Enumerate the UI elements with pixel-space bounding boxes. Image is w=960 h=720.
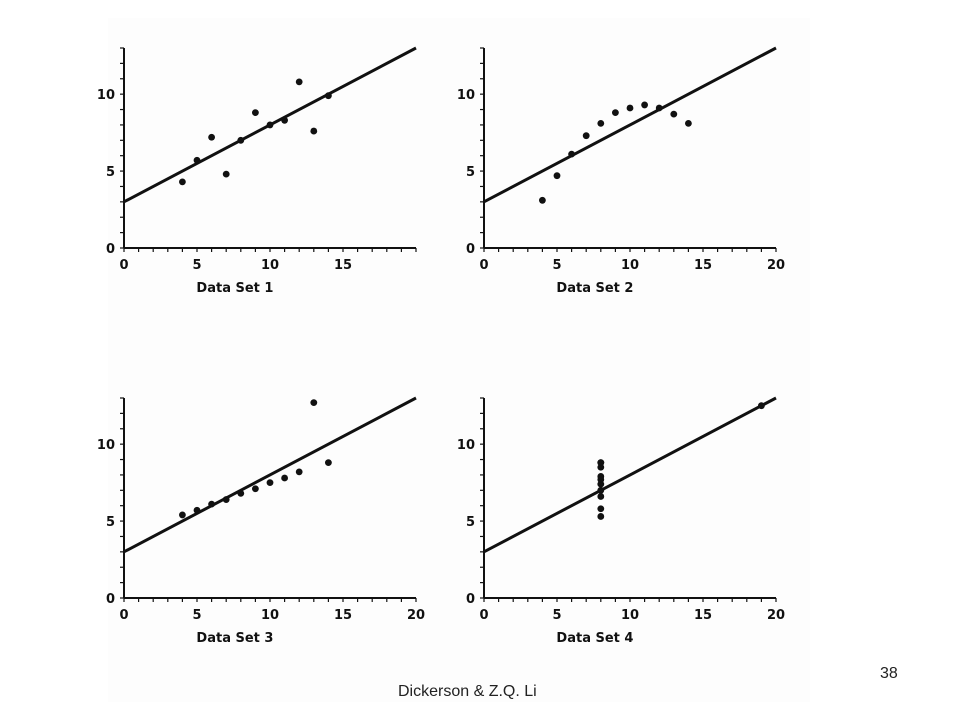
- data-point: [295, 468, 303, 476]
- x-tick-label: 10: [621, 608, 639, 623]
- data-point: [266, 479, 274, 487]
- x-tick-label: 20: [407, 608, 425, 623]
- x-tick-label: 15: [694, 608, 712, 623]
- data-point: [222, 496, 230, 503]
- data-point: [597, 473, 605, 480]
- data-point: [295, 78, 303, 86]
- data-point: [237, 136, 245, 144]
- data-point: [281, 474, 288, 482]
- scatter-plot-2: 0 5 10 0 5 10 15 20 Data Set 2: [457, 46, 785, 296]
- scatter-plot-3: 0 5 10 0 5 10 15 20 Data Set 3: [97, 396, 425, 646]
- x-tick-label: 10: [261, 258, 279, 273]
- y-tick-label: 0: [106, 242, 115, 257]
- x-tick-label: 5: [192, 608, 201, 623]
- data-point: [237, 489, 245, 497]
- x-tick-label: 0: [479, 608, 488, 623]
- y-tick-label: 0: [466, 242, 475, 257]
- data-point: [553, 172, 561, 180]
- data-point: [685, 119, 692, 127]
- y-tick-label: 0: [106, 592, 115, 607]
- data-point: [758, 402, 765, 410]
- data-point: [222, 170, 230, 178]
- x-tick-label: 5: [552, 608, 561, 623]
- y-tick-label: 10: [457, 438, 475, 453]
- x-tick-label: 15: [334, 608, 352, 623]
- regression-line: [483, 46, 777, 204]
- data-point: [193, 506, 201, 514]
- data-point: [179, 511, 186, 519]
- data-point: [539, 196, 546, 204]
- data-point: [208, 500, 215, 508]
- x-tick-label: 10: [261, 608, 279, 623]
- x-tick-label: 5: [552, 258, 561, 273]
- data-point: [626, 104, 634, 112]
- y-tick-label: 10: [97, 88, 115, 103]
- data-point: [597, 119, 605, 127]
- data-point: [670, 110, 678, 118]
- y-tick-label: 10: [97, 438, 115, 453]
- data-point: [655, 104, 663, 112]
- x-tick-label: 15: [694, 258, 712, 273]
- scanned-figure: [108, 18, 810, 702]
- x-tick-label: 0: [119, 608, 128, 623]
- x-tick-label: 10: [621, 258, 639, 273]
- scatter-plot-4: 0 5 10 0 5 10 15 20 Data Set 4: [457, 396, 785, 646]
- data-point: [597, 505, 605, 513]
- data-point: [597, 493, 605, 500]
- regression-line: [483, 396, 777, 554]
- data-point: [310, 399, 318, 407]
- data-point: [193, 156, 201, 164]
- x-tick-label: 0: [119, 258, 128, 273]
- data-point: [266, 121, 274, 129]
- y-tick-label: 5: [106, 165, 115, 180]
- x-tick-label: 0: [479, 258, 488, 273]
- data-point: [252, 485, 259, 493]
- y-tick-label: 0: [466, 592, 475, 607]
- data-point: [252, 109, 259, 117]
- data-point: [281, 116, 288, 124]
- data-point: [568, 150, 575, 158]
- data-point: [310, 127, 318, 135]
- data-point: [325, 459, 332, 467]
- x-axis-title: Data Set 2: [556, 281, 633, 296]
- y-tick-label: 5: [466, 165, 475, 180]
- page-number: 38: [880, 665, 898, 682]
- y-tick-label: 5: [466, 515, 475, 530]
- data-point: [325, 92, 332, 100]
- x-axis-title: Data Set 1: [196, 281, 273, 296]
- x-tick-label: 20: [767, 608, 785, 623]
- regression-line: [123, 396, 417, 554]
- x-axis-title: Data Set 4: [556, 631, 633, 646]
- scatter-plot-1: 0 5 10 0 5 10 15 Data Set 1: [97, 46, 417, 296]
- data-point: [641, 101, 648, 109]
- x-axis-title: Data Set 3: [196, 631, 273, 646]
- data-point: [597, 513, 605, 520]
- data-point: [597, 459, 605, 467]
- footer-author: Dickerson & Z.Q. Li: [398, 683, 537, 700]
- y-tick-label: 5: [106, 515, 115, 530]
- data-point: [179, 178, 186, 186]
- data-point: [208, 133, 215, 141]
- x-tick-label: 20: [767, 258, 785, 273]
- data-point: [612, 109, 619, 117]
- data-point: [597, 486, 605, 494]
- y-tick-label: 10: [457, 88, 475, 103]
- x-tick-label: 15: [334, 258, 352, 273]
- x-tick-label: 5: [192, 258, 201, 273]
- data-point: [582, 132, 590, 140]
